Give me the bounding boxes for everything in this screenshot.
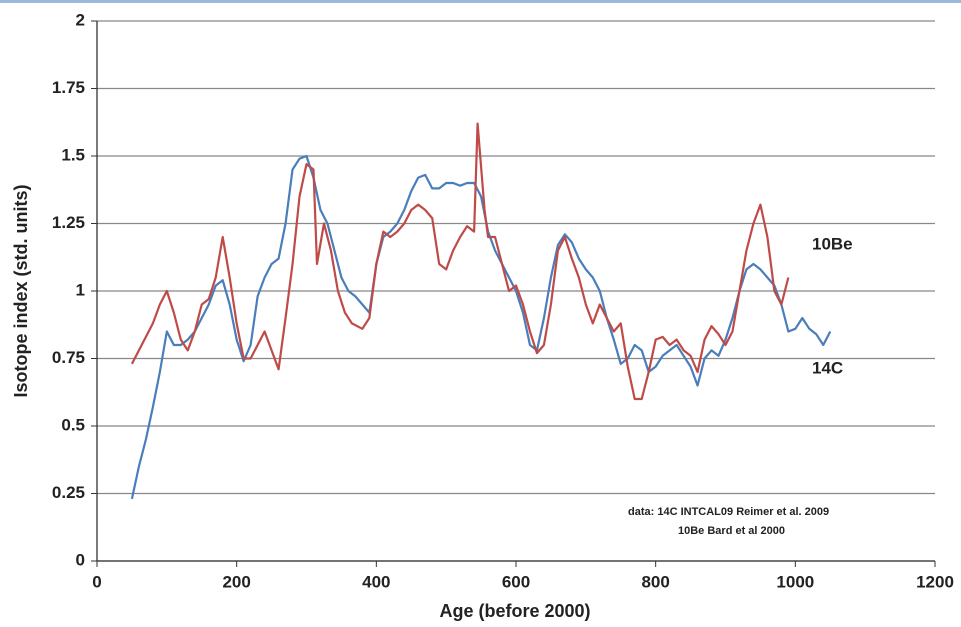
y-tick-label: 0: [76, 550, 85, 569]
y-tick-label: 0.25: [52, 483, 85, 502]
series-label: 10Be: [812, 234, 853, 253]
x-tick-label: 600: [502, 572, 530, 591]
y-tick-label: 0.75: [52, 348, 85, 367]
series-label: 14C: [812, 358, 843, 377]
x-tick-label: 800: [641, 572, 669, 591]
x-tick-label: 1200: [916, 572, 954, 591]
y-tick-label: 1.25: [52, 213, 85, 232]
series-line: [130, 122, 790, 401]
y-tick-label: 0.5: [61, 415, 85, 434]
top-border: [0, 0, 961, 3]
y-tick-label: 1.75: [52, 78, 85, 97]
y-tick-label: 2: [76, 10, 85, 29]
source-note: 10Be Bard et al 2000: [678, 525, 785, 537]
y-tick-label: 1.5: [61, 145, 85, 164]
x-axis-title: Age (before 2000): [439, 601, 590, 621]
source-note: data: 14C INTCAL09 Reimer et al. 2009: [628, 506, 829, 518]
y-axis-title: Isotope index (std. units): [11, 184, 31, 397]
x-tick-label: 400: [362, 572, 390, 591]
series-line: [130, 154, 832, 500]
x-tick-label: 200: [222, 572, 250, 591]
y-tick-label: 1: [76, 280, 85, 299]
x-tick-label: 0: [92, 572, 101, 591]
x-tick-label: 1000: [776, 572, 814, 591]
